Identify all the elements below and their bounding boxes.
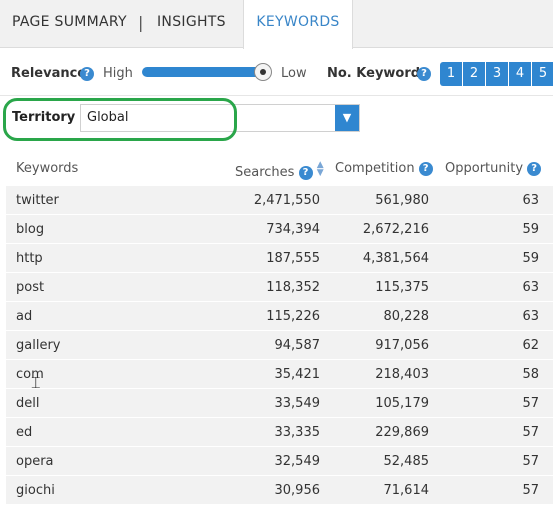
tab-separator: | [138, 13, 144, 32]
opportunity-cell: 63 [522, 309, 539, 324]
opportunity-cell: 57 [522, 425, 539, 440]
keyword-cell: com [16, 367, 44, 382]
searches-help-icon[interactable]: ? [298, 166, 313, 180]
searches-cell: 734,394 [266, 222, 320, 237]
searches-cell: 115,226 [266, 309, 320, 324]
competition-cell: 917,056 [375, 338, 429, 353]
text-cursor-icon: ⌶ [31, 373, 41, 392]
pager-button-4[interactable]: 4 [509, 62, 532, 86]
keyword-cell: dell [16, 396, 40, 411]
sort-icon[interactable]: ▲ ▼ [316, 160, 324, 178]
tab-insights[interactable]: INSIGHTS [157, 14, 226, 30]
searches-cell: 33,549 [274, 396, 321, 411]
territory-select[interactable]: Global ▼ [80, 104, 360, 132]
searches-cell: 33,335 [274, 425, 321, 440]
column-header-competition-label: Competition [335, 161, 415, 176]
column-header-competition[interactable]: Competition ? [335, 161, 433, 176]
table-row[interactable]: gallery 94,587 917,056 62 [6, 331, 553, 360]
pager-button-3[interactable]: 3 [486, 62, 509, 86]
pager-button-5[interactable]: 5 [532, 62, 553, 86]
column-header-opportunity-label: Opportunity [445, 161, 524, 176]
column-header-searches[interactable]: Searches ? ▲ ▼ [235, 161, 324, 180]
table-row[interactable]: post 118,352 115,375 63 [6, 273, 553, 302]
table-row[interactable]: twitter 2,471,550 561,980 63 [6, 186, 553, 215]
pager-button-1[interactable]: 1 [440, 62, 463, 86]
no-keywords-label: No. Keywords [327, 66, 428, 81]
searches-cell: 94,587 [274, 338, 321, 353]
table-row[interactable]: dell 33,549 105,179 57 [6, 389, 553, 418]
relevance-slider-handle[interactable] [254, 63, 272, 81]
competition-cell: 229,869 [375, 425, 429, 440]
competition-cell: 218,403 [375, 367, 429, 382]
competition-cell: 115,375 [375, 280, 429, 295]
opportunity-cell: 57 [522, 454, 539, 469]
competition-cell: 2,672,216 [362, 222, 429, 237]
chevron-down-icon[interactable]: ▼ [335, 105, 359, 131]
competition-cell: 561,980 [375, 193, 429, 208]
table-row[interactable]: com 35,421 218,403 58 [6, 360, 553, 389]
territory-selected-value: Global [87, 110, 129, 125]
competition-cell: 71,614 [383, 483, 430, 498]
searches-cell: 2,471,550 [253, 193, 320, 208]
opportunity-cell: 57 [522, 483, 539, 498]
relevance-high-label: High [103, 66, 133, 81]
keyword-cell: giochi [16, 483, 55, 498]
table-row[interactable]: http 187,555 4,381,564 59 [6, 244, 553, 273]
keyword-cell: gallery [16, 338, 61, 353]
keyword-cell: opera [16, 454, 54, 469]
tab-keywords[interactable]: KEYWORDS [243, 0, 353, 49]
opportunity-cell: 63 [522, 193, 539, 208]
filter-row: Relevance [0, 48, 553, 96]
keyword-count-pager: 1 2 3 4 5 [440, 62, 553, 86]
column-header-opportunity[interactable]: Opportunity ? [445, 161, 542, 176]
keyword-cell: blog [16, 222, 45, 237]
table-header: Keywords Searches ? ▲ ▼ Competition ? Opp… [6, 150, 553, 186]
table-row[interactable]: blog 734,394 2,672,216 59 [6, 215, 553, 244]
competition-help-icon[interactable]: ? [418, 162, 433, 176]
tab-page-summary[interactable]: PAGE SUMMARY [12, 14, 127, 30]
competition-cell: 4,381,564 [362, 251, 429, 266]
opportunity-cell: 59 [522, 222, 539, 237]
keyword-cell: post [16, 280, 45, 295]
table-row[interactable]: ed 33,335 229,869 57 [6, 418, 553, 447]
keyword-cell: ad [16, 309, 33, 324]
pager-button-2[interactable]: 2 [463, 62, 486, 86]
competition-cell: 52,485 [383, 454, 430, 469]
keyword-cell: http [16, 251, 43, 266]
searches-cell: 30,956 [274, 483, 321, 498]
opportunity-cell: 57 [522, 396, 539, 411]
opportunity-cell: 59 [522, 251, 539, 266]
keyword-cell: ed [16, 425, 33, 440]
opportunity-help-icon[interactable]: ? [527, 162, 542, 176]
relevance-slider[interactable] [142, 67, 270, 77]
territory-label: Territory [12, 110, 76, 125]
competition-cell: 105,179 [375, 396, 429, 411]
table-row[interactable]: giochi 30,956 71,614 57 [6, 476, 553, 505]
opportunity-cell: 63 [522, 280, 539, 295]
opportunity-cell: 58 [522, 367, 539, 382]
no-keywords-help-icon[interactable]: ? [417, 67, 431, 81]
table-row[interactable]: opera 32,549 52,485 57 [6, 447, 553, 476]
opportunity-cell: 62 [522, 338, 539, 353]
tab-bar: PAGE SUMMARY | INSIGHTS KEYWORDS [0, 0, 553, 49]
relevance-help-icon[interactable]: ? [80, 67, 94, 81]
searches-cell: 118,352 [266, 280, 320, 295]
searches-cell: 35,421 [274, 367, 321, 382]
searches-cell: 187,555 [266, 251, 320, 266]
competition-cell: 80,228 [383, 309, 430, 324]
column-header-keywords[interactable]: Keywords [16, 161, 79, 176]
searches-cell: 32,549 [274, 454, 321, 469]
keyword-cell: twitter [16, 193, 59, 208]
column-header-searches-label: Searches [235, 165, 295, 180]
relevance-low-label: Low [281, 66, 307, 81]
table-row[interactable]: ad 115,226 80,228 63 [6, 302, 553, 331]
relevance-label: Relevance [11, 66, 87, 81]
